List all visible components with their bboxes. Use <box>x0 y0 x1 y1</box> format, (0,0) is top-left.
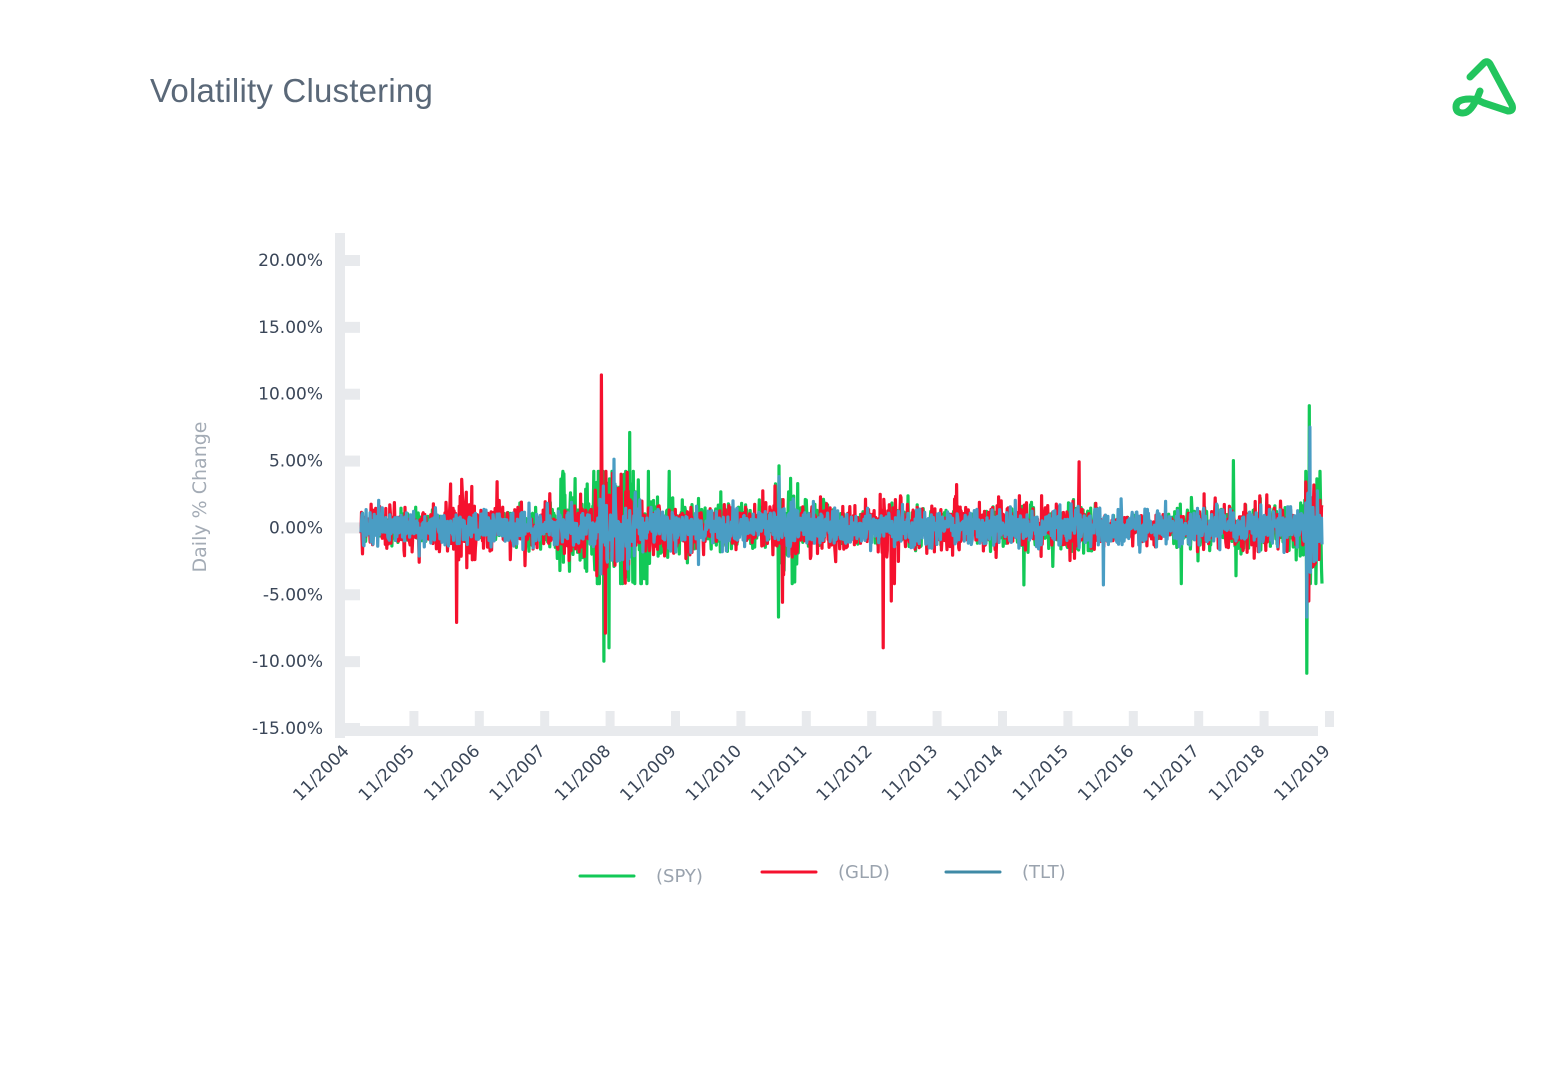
x-axis-line <box>335 726 1318 736</box>
legend-item-spy[interactable]: (SPY) <box>578 866 703 887</box>
y-tick-mark <box>340 255 360 266</box>
y-tick-mark <box>340 589 360 601</box>
x-tick-mark <box>409 711 419 727</box>
series-line-tlt <box>359 425 1324 619</box>
y-axis-ticks: 20.00% 15.00% 10.00% 5.00% 0.00% -5.00% -10.00… <box>252 251 323 739</box>
axes <box>335 233 1334 738</box>
y-tick-label: 5.00% <box>269 452 323 472</box>
x-tick-label: 11/2019 <box>1270 741 1334 805</box>
x-tick-label: 11/2006 <box>420 741 484 805</box>
legend-item-gld[interactable]: (GLD) <box>760 862 890 883</box>
x-tick-mark <box>474 711 484 727</box>
x-tick-mark <box>801 711 811 727</box>
x-tick-label: 11/2017 <box>1140 741 1204 805</box>
y-tick-label: -5.00% <box>263 585 323 605</box>
x-tick-mark <box>1325 711 1334 727</box>
legend-item-tlt[interactable]: (TLT) <box>944 862 1066 883</box>
legend-label: (GLD) <box>838 862 890 883</box>
x-tick-label: 11/2018 <box>1205 741 1269 805</box>
y-tick-mark <box>340 388 360 400</box>
x-tick-label: 11/2010 <box>682 741 746 805</box>
x-tick-mark <box>932 711 942 727</box>
x-tick-label: 11/2009 <box>616 741 680 805</box>
y-tick-mark <box>340 656 360 668</box>
x-tick-label: 11/2007 <box>486 741 550 805</box>
y-tick-label: 0.00% <box>269 518 323 538</box>
x-tick-label: 11/2016 <box>1074 741 1138 805</box>
x-tick-label: 11/2011 <box>747 741 811 805</box>
y-tick-label: -15.00% <box>252 719 323 739</box>
y-tick-mark <box>340 455 360 467</box>
x-tick-label: 11/2014 <box>943 741 1007 805</box>
x-tick-label: 11/2008 <box>551 741 615 805</box>
x-tick-mark <box>867 711 877 727</box>
y-tick-mark <box>340 723 360 734</box>
x-tick-label: 11/2012 <box>813 741 877 805</box>
y-tick-mark <box>340 321 360 333</box>
x-tick-mark <box>1259 711 1269 727</box>
x-tick-label: 11/2004 <box>289 741 353 805</box>
y-tick-label: 15.00% <box>258 318 323 338</box>
y-tick-label: -10.00% <box>252 652 323 672</box>
x-tick-mark <box>998 711 1007 727</box>
x-tick-label: 11/2005 <box>355 741 419 805</box>
legend: (SPY) (GLD) (TLT) <box>578 862 1066 887</box>
x-tick-label: 11/2013 <box>878 741 942 805</box>
y-tick-label: 10.00% <box>258 385 323 405</box>
x-tick-mark <box>1128 711 1138 727</box>
y-axis-title: Daily % Change <box>189 422 211 573</box>
y-tick-mark <box>340 522 360 534</box>
x-tick-mark <box>540 711 550 727</box>
legend-label: (TLT) <box>1022 862 1066 883</box>
x-tick-mark <box>736 711 746 727</box>
brand-logo-icon <box>1452 58 1516 117</box>
x-axis-ticks: 11/2004 11/2005 11/2006 11/2007 11/2008 11/20… <box>289 741 1334 805</box>
y-axis-line <box>335 233 345 738</box>
page-title: Volatility Clustering <box>150 72 433 109</box>
x-tick-mark <box>605 711 615 727</box>
x-tick-mark <box>1063 711 1073 727</box>
y-tick-label: 20.00% <box>258 251 323 271</box>
legend-label: (SPY) <box>656 866 703 887</box>
x-tick-mark <box>671 711 680 727</box>
x-tick-label: 11/2015 <box>1009 741 1073 805</box>
series-layer <box>359 373 1324 675</box>
x-tick-mark <box>1194 711 1204 727</box>
